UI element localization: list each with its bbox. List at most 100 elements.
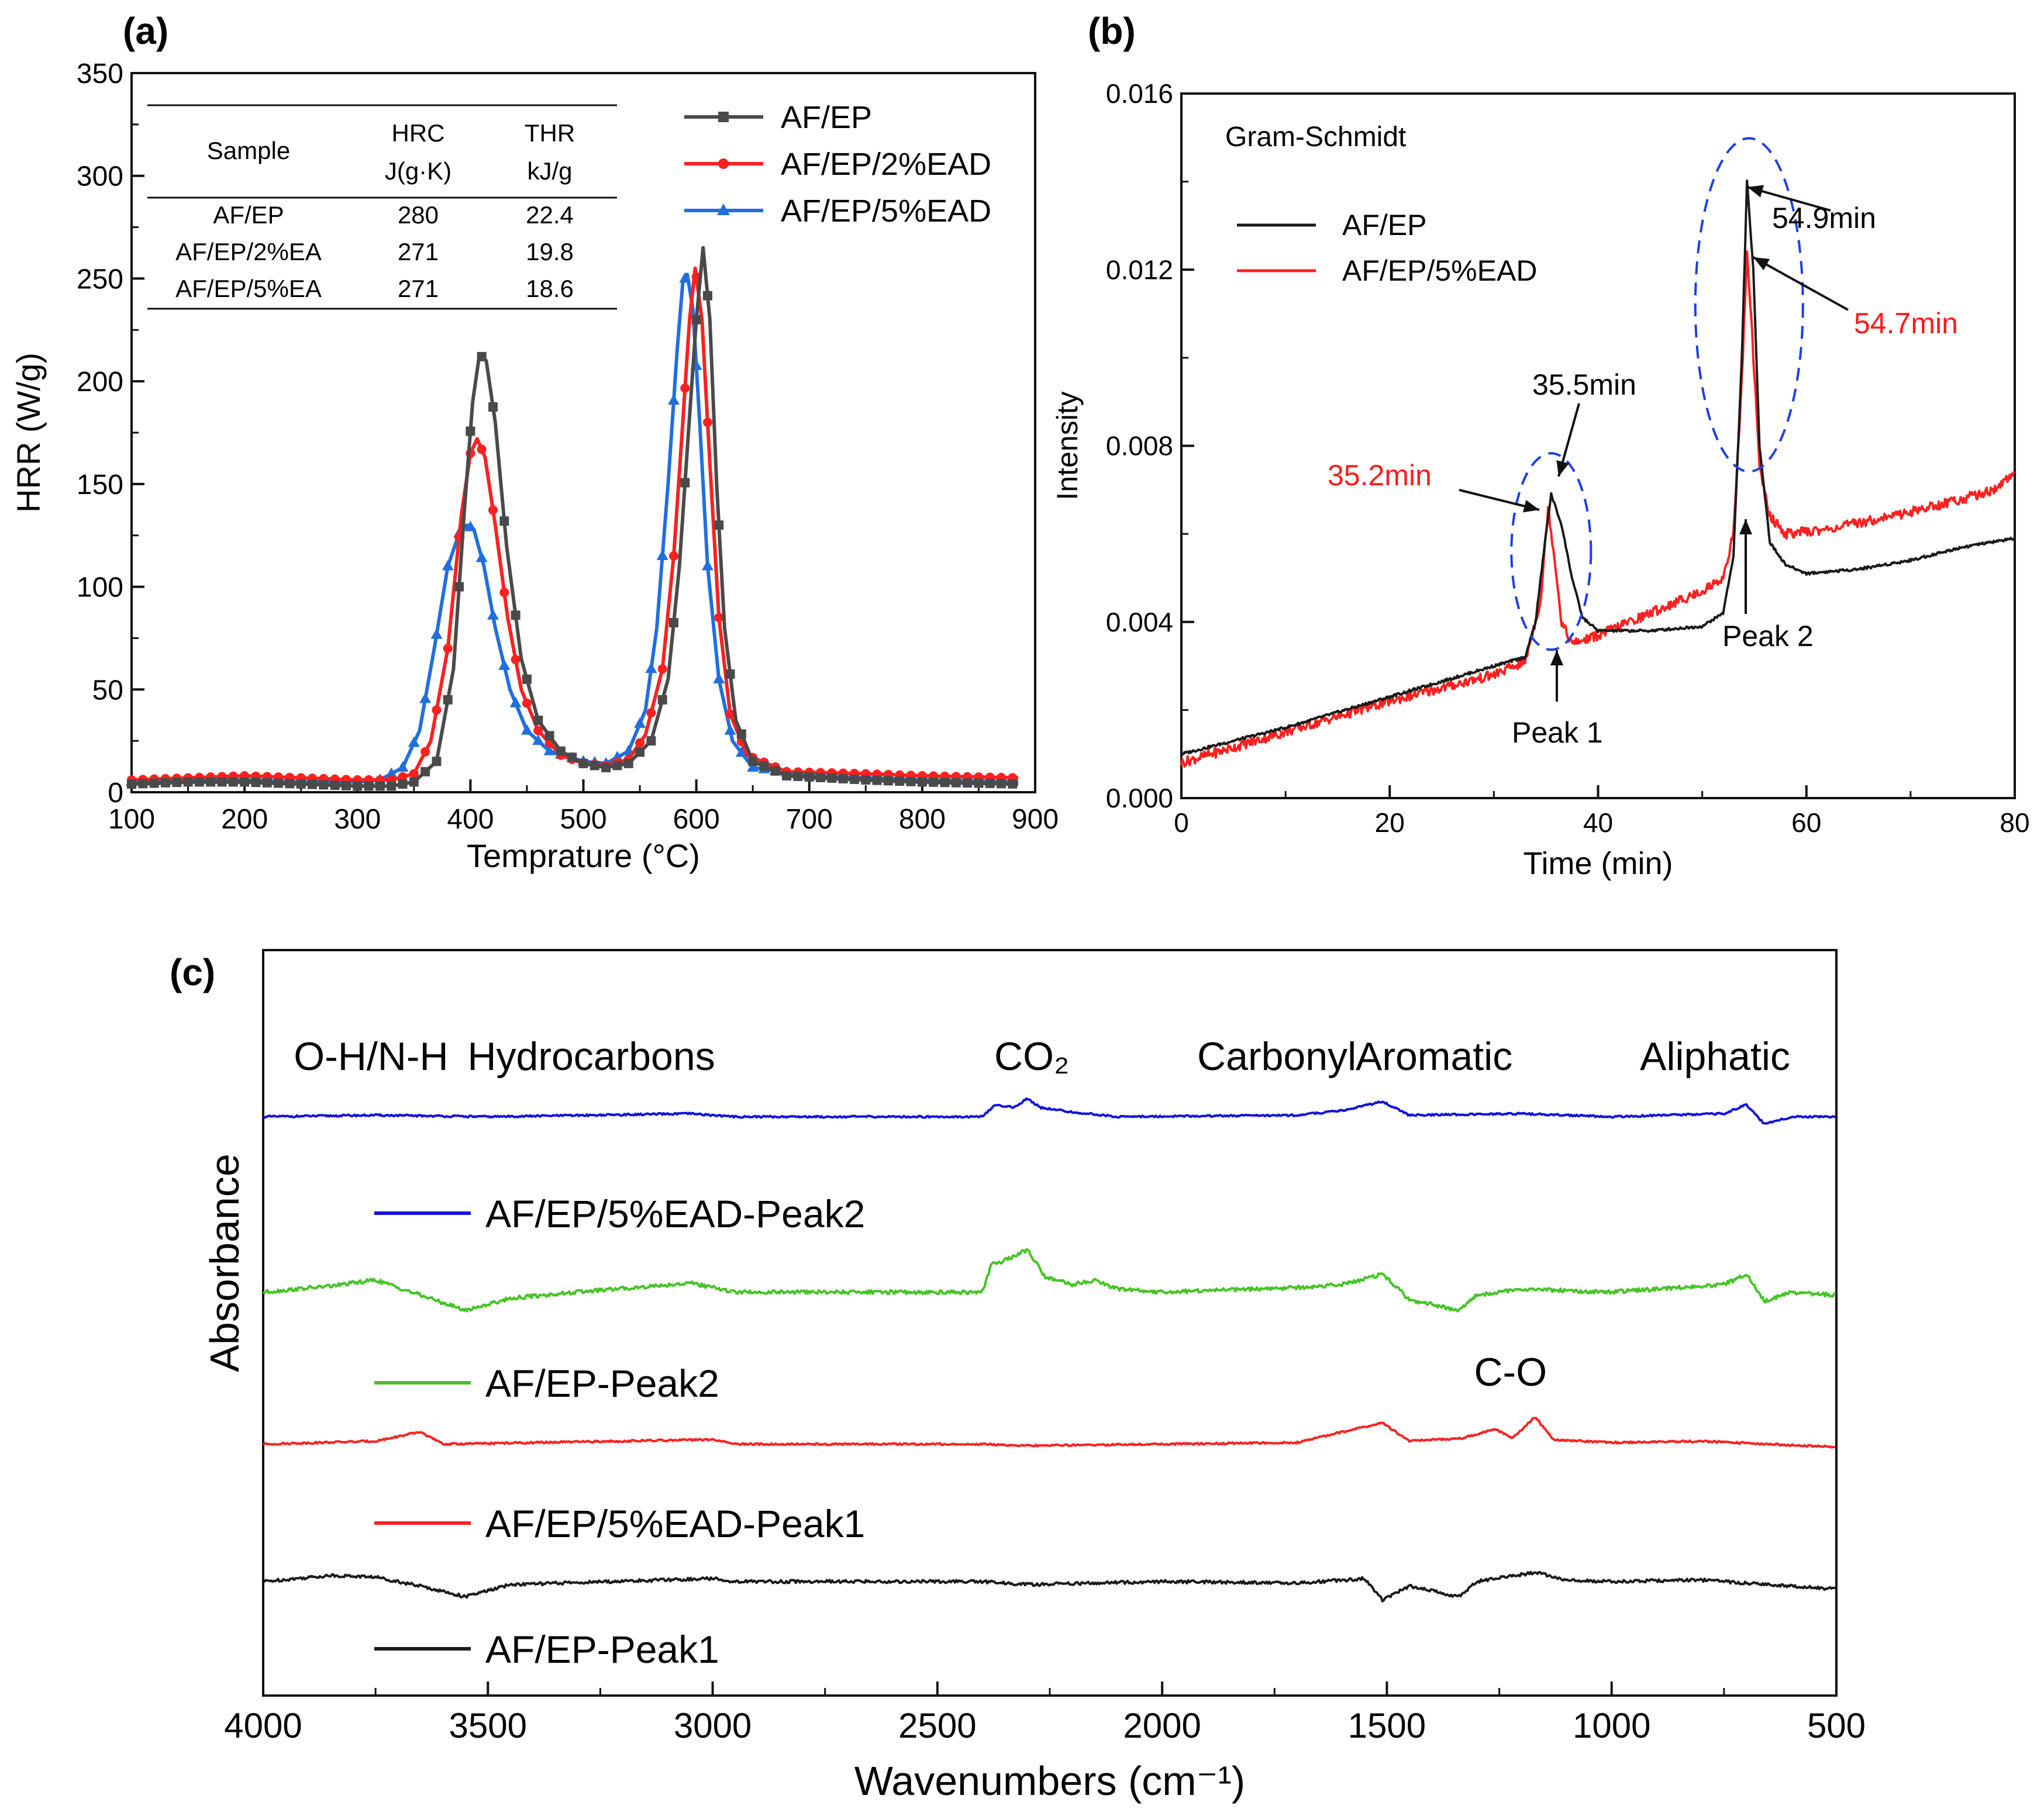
data-point-circle [420, 747, 430, 757]
series-line [131, 246, 1019, 788]
data-point-triangle [747, 761, 759, 772]
data-point-square [714, 520, 724, 530]
data-point-square [138, 779, 148, 789]
data-point-square [160, 778, 170, 788]
x-tick-label: 40 [1583, 807, 1613, 838]
series-line [263, 1248, 1836, 1313]
data-point-square [906, 776, 916, 786]
data-point-square [872, 775, 882, 785]
y-axis-title: HRR (W/g) [10, 353, 47, 513]
data-point-square [262, 778, 272, 788]
x-tick-label: 600 [673, 804, 720, 835]
panel-a-label: (a) [123, 10, 168, 52]
data-point-square [183, 777, 193, 787]
x-tick-label: 300 [334, 804, 381, 835]
data-point-triangle [656, 549, 668, 560]
data-point-circle [680, 383, 690, 393]
data-point-circle [533, 726, 543, 736]
data-point-triangle [724, 724, 736, 735]
data-point-triangle [532, 734, 544, 745]
data-point-square [172, 778, 182, 788]
y-tick-label: 250 [77, 264, 123, 295]
data-point-circle [714, 613, 724, 623]
table-cell: 271 [398, 275, 439, 302]
arrow-35-5-head [1556, 460, 1569, 477]
data-point-triangle [679, 272, 691, 283]
table-cell: AF/EP/2%EA [175, 238, 322, 265]
arrow-54-7-head [1753, 257, 1770, 271]
data-point-circle [499, 588, 509, 598]
x-tick-label: 1500 [1348, 1706, 1426, 1745]
region-label: O-H/N-H [294, 1034, 448, 1079]
arrow-54-9-head [1747, 185, 1764, 198]
x-tick-label: 400 [447, 804, 494, 835]
data-point-square [850, 774, 859, 784]
series-line [1180, 179, 2016, 756]
table-header-unit: kJ/g [527, 157, 572, 185]
data-point-triangle [701, 560, 713, 571]
x-tick-label: 4000 [224, 1706, 302, 1745]
table-header-unit: J(g·K) [385, 157, 451, 185]
data-point-square [511, 610, 521, 620]
legend-marker [718, 112, 729, 122]
data-point-square [353, 781, 363, 791]
data-point-square [816, 772, 826, 782]
annotation-peak2: Peak 2 [1722, 620, 1814, 652]
data-point-square [974, 778, 984, 788]
data-point-square [567, 752, 577, 762]
x-tick-label: 800 [899, 804, 946, 835]
data-point-square [669, 618, 678, 628]
data-point-square [657, 695, 667, 705]
arrow-54-7 [1753, 256, 1849, 311]
data-point-square [759, 761, 769, 771]
x-axis-title: Temprature (°C) [467, 837, 700, 874]
data-point-square [804, 772, 814, 782]
data-point-square [578, 758, 588, 768]
table-cell: AF/EP [213, 201, 284, 229]
data-point-square [488, 402, 498, 412]
data-point-square [985, 778, 995, 788]
data-point-triangle [611, 751, 623, 762]
data-point-square [590, 761, 599, 771]
data-point-square [680, 478, 690, 488]
annotation-peak1: Peak 1 [1512, 716, 1603, 749]
data-point-circle [443, 644, 453, 653]
data-point-triangle [634, 717, 646, 728]
x-tick-label: 3000 [674, 1706, 752, 1745]
table-cell: 18.6 [526, 275, 574, 302]
region-label: Carbonyl [1197, 1034, 1356, 1079]
data-point-square [387, 781, 397, 791]
data-point-circle [488, 505, 498, 515]
series-line [131, 266, 1019, 782]
data-point-square [330, 781, 340, 790]
arrow-peak2-head [1739, 519, 1752, 534]
table-cell: 271 [398, 238, 439, 265]
x-tick-label: 700 [786, 804, 833, 835]
data-point-triangle [498, 659, 511, 670]
data-point-square [895, 776, 905, 786]
data-point-triangle [735, 746, 747, 757]
series-line [1180, 250, 2016, 768]
y-tick-label: 0.016 [1106, 78, 1173, 109]
data-point-circle [646, 708, 656, 718]
data-point-square [544, 731, 554, 741]
data-point-square [522, 674, 532, 684]
y-tick-label: 350 [77, 58, 123, 89]
data-point-triangle [521, 724, 533, 735]
y-tick-label: 300 [77, 161, 123, 192]
annotation-54-9: 54.9min [1772, 202, 1876, 234]
data-point-square [838, 774, 848, 783]
y-tick-label: 0.012 [1106, 254, 1173, 285]
data-point-square [917, 777, 927, 787]
panel-c-chart: (c) 4000 3500 3000 2500 2000 1500 1000 500 Waven… [170, 949, 1866, 1804]
series-line [262, 1097, 1836, 1125]
x-tick-label: 500 [1807, 1706, 1866, 1745]
table-cell: 22.4 [526, 201, 574, 229]
y-axis-title: Absorbance [202, 1154, 247, 1372]
annotation-35-2: 35.2min [1328, 459, 1432, 492]
annotation-c-o: C-O [1474, 1350, 1547, 1394]
data-point-square [194, 777, 204, 787]
data-point-triangle [475, 551, 488, 562]
y-tick-label: 0 [108, 778, 123, 809]
legend-label: AF/EP-Peak2 [485, 1362, 719, 1405]
